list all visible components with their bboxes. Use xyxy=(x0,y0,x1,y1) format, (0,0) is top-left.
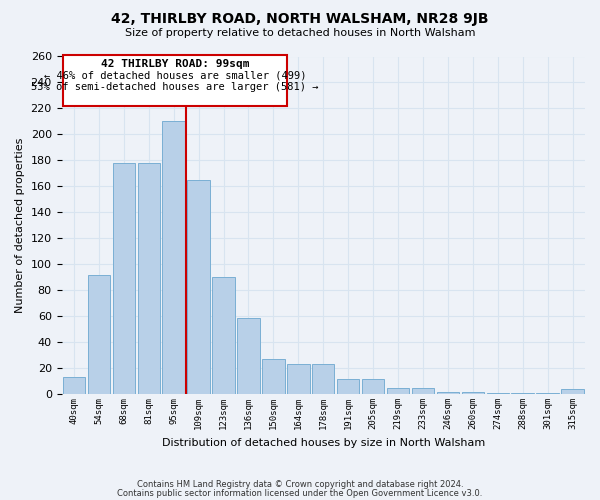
Bar xyxy=(387,388,409,394)
Bar xyxy=(362,378,385,394)
Bar xyxy=(536,393,559,394)
Bar xyxy=(562,389,584,394)
Text: 42, THIRLBY ROAD, NORTH WALSHAM, NR28 9JB: 42, THIRLBY ROAD, NORTH WALSHAM, NR28 9J… xyxy=(111,12,489,26)
Text: 42 THIRLBY ROAD: 99sqm: 42 THIRLBY ROAD: 99sqm xyxy=(101,59,249,69)
Bar xyxy=(88,274,110,394)
Text: Size of property relative to detached houses in North Walsham: Size of property relative to detached ho… xyxy=(125,28,475,38)
Bar xyxy=(187,180,210,394)
Text: Contains HM Land Registry data © Crown copyright and database right 2024.: Contains HM Land Registry data © Crown c… xyxy=(137,480,463,489)
Bar xyxy=(163,122,185,394)
Bar xyxy=(337,378,359,394)
Bar xyxy=(113,163,135,394)
Text: 53% of semi-detached houses are larger (581) →: 53% of semi-detached houses are larger (… xyxy=(31,82,319,92)
Bar xyxy=(137,163,160,394)
Bar xyxy=(312,364,334,394)
Bar xyxy=(287,364,310,394)
Bar xyxy=(262,359,284,394)
Bar xyxy=(437,392,459,394)
Bar xyxy=(487,393,509,394)
Text: Contains public sector information licensed under the Open Government Licence v3: Contains public sector information licen… xyxy=(118,490,482,498)
X-axis label: Distribution of detached houses by size in North Walsham: Distribution of detached houses by size … xyxy=(161,438,485,448)
Bar xyxy=(511,393,534,394)
Bar xyxy=(212,278,235,394)
Y-axis label: Number of detached properties: Number of detached properties xyxy=(15,138,25,313)
Bar xyxy=(63,378,85,394)
FancyBboxPatch shape xyxy=(63,55,287,106)
Bar xyxy=(461,392,484,394)
Text: ← 46% of detached houses are smaller (499): ← 46% of detached houses are smaller (49… xyxy=(44,71,306,81)
Bar xyxy=(412,388,434,394)
Bar xyxy=(237,318,260,394)
